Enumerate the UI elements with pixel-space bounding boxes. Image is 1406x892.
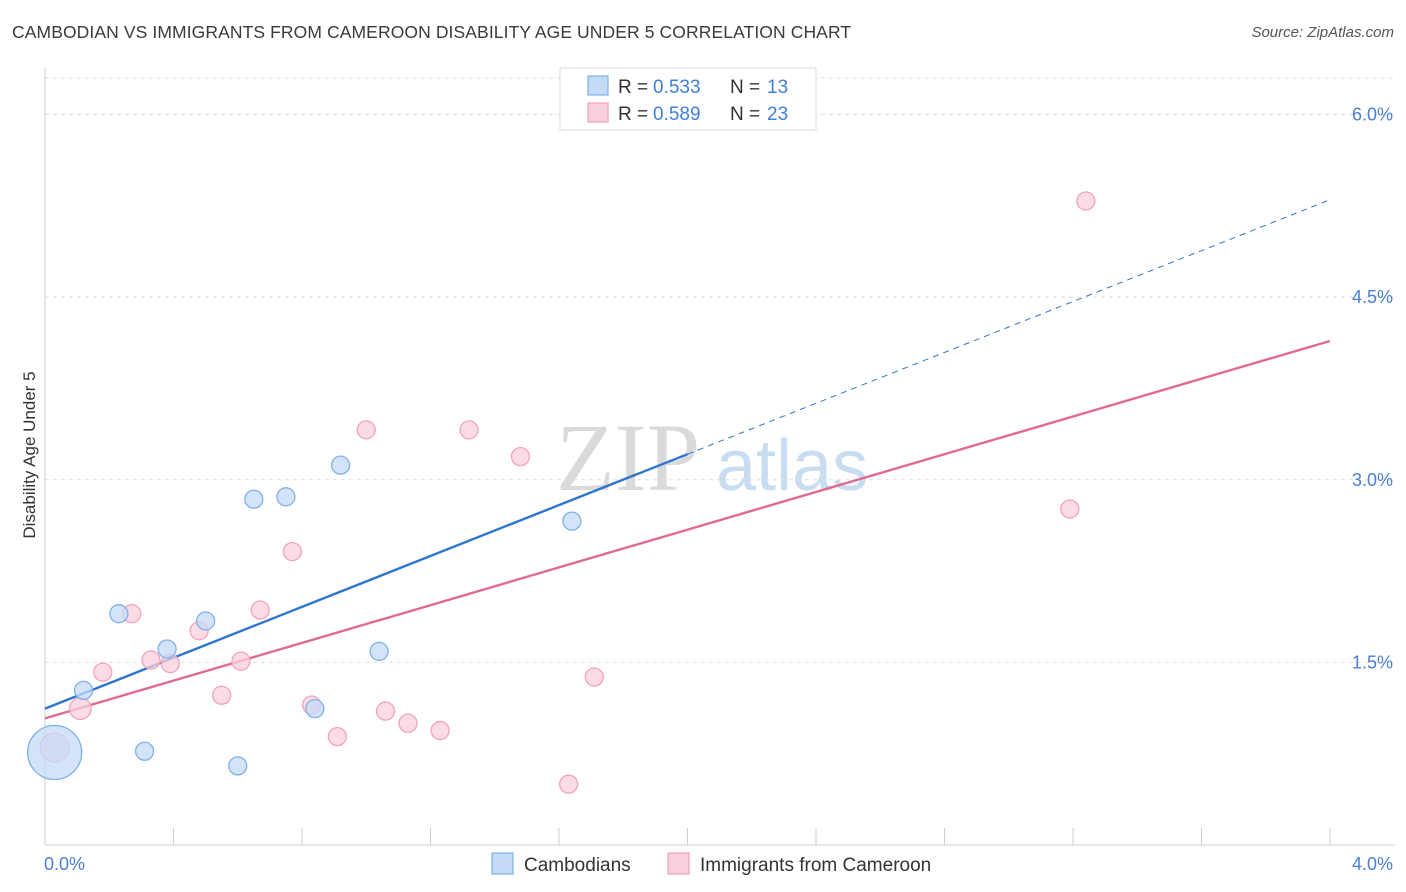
trend-line-dashed-0 — [687, 199, 1331, 455]
cambodians-point-8 — [276, 487, 296, 507]
cameroon-point-16 — [430, 720, 450, 741]
cambodians-point-7 — [244, 489, 264, 509]
y-tick-label-2: 4.5% — [1352, 287, 1393, 307]
cameroon-point-14 — [375, 701, 396, 721]
y-axis-title: Disability Age Under 5 — [20, 371, 39, 538]
legend-r-value-2: 0.589 — [653, 104, 701, 125]
x-axis-ticks — [173, 828, 1331, 845]
trend-line-solid-1 — [44, 339, 1331, 720]
cameroon-point-8 — [231, 651, 251, 671]
legend-n-label-1: N = — [730, 77, 760, 98]
chart-source: Source: ZipAtlas.com — [1251, 24, 1394, 41]
cambodians-point-2 — [109, 604, 129, 624]
cameroon-point-9 — [250, 600, 270, 620]
axes — [44, 68, 1395, 846]
watermark: ZIP atlas — [556, 404, 868, 511]
cambodians-point-3 — [134, 741, 155, 761]
legend-swatch-cambodians — [587, 75, 609, 96]
bottom-legend-swatch-cambodians — [491, 852, 514, 875]
cameroon-point-22 — [1076, 191, 1096, 211]
data-points — [26, 191, 1096, 794]
cameroon-point-15 — [398, 713, 418, 733]
bottom-legend-label-cambodians: Cambodians — [524, 855, 631, 876]
series-legend: Cambodians Immigrants from Cameroon — [491, 852, 931, 876]
cameroon-point-21 — [1060, 499, 1080, 519]
cameroon-point-17 — [459, 420, 479, 440]
cambodians-point-10 — [330, 455, 351, 475]
cambodians-point-6 — [228, 756, 248, 776]
legend-r-label-1: R = — [618, 77, 648, 98]
cambodians-point-5 — [195, 611, 216, 631]
legend-swatch-cameroon — [587, 102, 609, 123]
y-tick-label-1: 3.0% — [1352, 470, 1393, 490]
cameroon-point-10 — [282, 541, 303, 562]
cambodians-point-11 — [369, 641, 389, 662]
legend-r-label-2: R = — [618, 104, 648, 125]
cameroon-point-4 — [141, 650, 161, 670]
cameroon-point-2 — [93, 662, 113, 682]
cameroon-point-7 — [212, 685, 232, 705]
legend-n-value-2: 23 — [767, 104, 788, 125]
bottom-legend-swatch-cameroon — [667, 852, 690, 875]
cameroon-point-1 — [68, 697, 92, 721]
stats-legend: R = 0.533 N = 13 R = 0.589 N = 23 — [559, 67, 817, 131]
cameroon-point-20 — [584, 667, 604, 687]
cameroon-point-19 — [558, 774, 579, 794]
y-tick-labels: 1.5% 3.0% 4.5% 6.0% — [1352, 105, 1393, 673]
x-tick-label-min: 0.0% — [44, 854, 85, 874]
gridlines — [45, 77, 1395, 663]
legend-n-value-1: 13 — [767, 77, 788, 98]
cambodians-point-4 — [157, 639, 177, 659]
legend-n-label-2: N = — [730, 104, 760, 125]
bottom-legend-label-cameroon: Immigrants from Cameroon — [700, 855, 931, 876]
y-tick-label-3: 6.0% — [1352, 105, 1393, 125]
cameroon-point-12 — [327, 726, 347, 747]
cambodians-point-12 — [562, 511, 582, 531]
y-tick-label-0: 1.5% — [1352, 652, 1393, 672]
x-tick-label-max: 4.0% — [1352, 854, 1393, 874]
cambodians-point-1 — [73, 680, 94, 701]
cambodians-point-0 — [26, 724, 83, 781]
cameroon-point-18 — [510, 446, 531, 467]
legend-r-value-1: 0.533 — [653, 77, 701, 98]
cameroon-point-13 — [356, 420, 376, 440]
chart-title: CAMBODIAN VS IMMIGRANTS FROM CAMEROON DI… — [12, 22, 852, 42]
cambodians-point-9 — [305, 698, 325, 719]
watermark-atlas: atlas — [716, 426, 868, 506]
